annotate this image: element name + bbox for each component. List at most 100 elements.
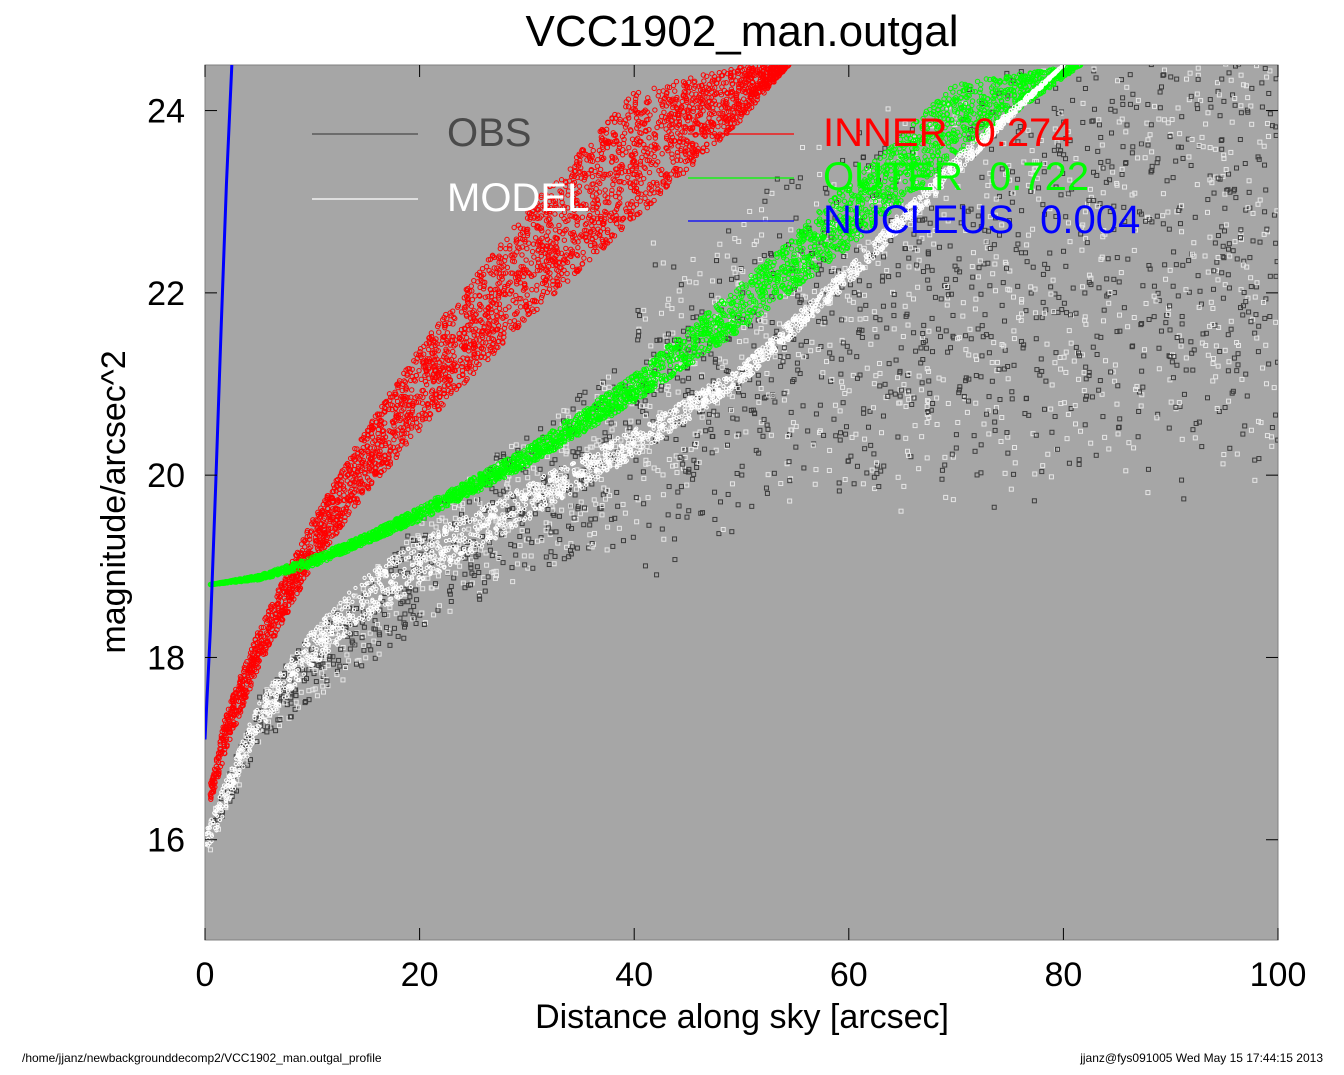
obs-point — [1171, 23, 1175, 27]
obs-point — [1222, 404, 1228, 410]
obs-point — [1099, 142, 1105, 148]
obs-point — [1210, 378, 1216, 384]
obs-point — [642, 316, 648, 322]
obs-point — [796, 286, 802, 292]
obs-point — [787, 498, 793, 504]
obs-point — [965, 208, 971, 214]
obs-point — [367, 630, 373, 636]
obs-point — [926, 378, 932, 384]
obs-point — [1133, 386, 1139, 392]
obs-point — [970, 274, 976, 280]
obs-point — [1019, 296, 1025, 302]
obs-point — [1179, 313, 1185, 319]
obs-point — [1263, 187, 1269, 193]
obs-point — [1099, 391, 1105, 397]
obs-point — [654, 337, 660, 343]
obs-point — [661, 536, 667, 542]
obs-point — [862, 292, 868, 298]
obs-point — [1168, 7, 1172, 11]
obs-point — [1073, 53, 1077, 57]
obs-point — [1210, 361, 1216, 367]
obs-point — [1135, 97, 1141, 103]
obs-point — [1175, 293, 1181, 299]
obs-point — [1234, 339, 1240, 345]
obs-point — [1068, 340, 1074, 346]
obs-point — [895, 263, 901, 269]
obs-point — [1093, 75, 1099, 81]
obs-point — [681, 328, 687, 334]
obs-point — [1100, 190, 1106, 196]
obs-point — [1117, 328, 1123, 334]
obs-point — [1227, 253, 1233, 259]
obs-point — [697, 271, 703, 277]
obs-point — [1005, 434, 1011, 440]
obs-point — [582, 486, 588, 492]
obs-point — [582, 389, 588, 395]
obs-point — [1064, 192, 1070, 198]
obs-point — [979, 353, 985, 359]
obs-point — [697, 429, 703, 435]
obs-point — [513, 552, 519, 558]
obs-point — [413, 587, 419, 593]
obs-point — [885, 106, 891, 112]
obs-point — [451, 505, 457, 511]
obs-point — [1187, 70, 1193, 76]
obs-point — [815, 346, 821, 352]
obs-point — [1250, 210, 1256, 216]
obs-point — [947, 243, 953, 249]
obs-point — [1148, 169, 1154, 175]
plot-area — [204, 64, 1279, 941]
obs-point — [460, 580, 466, 586]
obs-point — [1140, 283, 1146, 289]
obs-point — [1178, 343, 1184, 349]
obs-point — [412, 537, 418, 543]
obs-point — [1226, 246, 1232, 252]
obs-point — [1207, 145, 1213, 151]
obs-point — [295, 704, 301, 710]
obs-point — [1213, 42, 1217, 46]
obs-point — [876, 361, 882, 367]
obs-point — [1149, 149, 1155, 155]
obs-point — [589, 541, 595, 547]
obs-point — [777, 353, 783, 359]
obs-point — [708, 292, 714, 298]
obs-point — [895, 474, 901, 480]
obs-point — [1015, 129, 1021, 135]
obs-point — [898, 345, 904, 351]
obs-point — [866, 283, 872, 289]
obs-point — [1015, 283, 1021, 289]
obs-point — [686, 508, 692, 514]
obs-point — [959, 204, 965, 210]
obs-point — [1205, 197, 1211, 203]
obs-point — [1191, 2, 1195, 6]
obs-point — [1042, 406, 1048, 412]
obs-point — [1145, 490, 1151, 496]
obs-point — [591, 497, 597, 503]
obs-point — [1228, 149, 1234, 155]
obs-point — [936, 375, 942, 381]
obs-point — [1117, 312, 1123, 318]
obs-point — [496, 556, 502, 562]
obs-point — [840, 384, 846, 390]
obs-point — [581, 400, 587, 406]
obs-point — [1002, 470, 1008, 476]
obs-point — [1186, 258, 1192, 264]
obs-point — [448, 598, 454, 604]
obs-point — [1173, 404, 1179, 410]
obs-point — [484, 562, 490, 568]
obs-point — [970, 250, 976, 256]
obs-point — [381, 612, 387, 618]
obs-point — [923, 345, 929, 351]
obs-point — [388, 568, 394, 574]
obs-point — [1181, 496, 1187, 502]
obs-point — [1104, 276, 1110, 282]
obs-point — [1146, 316, 1152, 322]
obs-point — [774, 328, 780, 334]
obs-point — [1083, 396, 1089, 402]
obs-point — [1249, 121, 1255, 127]
obs-point — [1091, 106, 1097, 112]
obs-point — [992, 427, 998, 433]
obs-point — [1067, 177, 1073, 183]
obs-point — [314, 693, 320, 699]
